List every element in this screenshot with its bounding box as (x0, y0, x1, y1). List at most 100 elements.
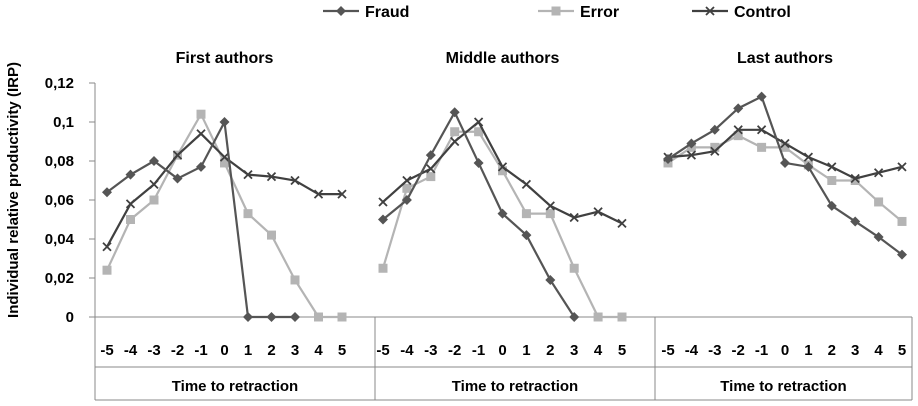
data-point (102, 187, 112, 198)
x-tick-label: 2 (828, 342, 836, 359)
data-point (290, 175, 300, 186)
data-point (733, 103, 744, 114)
data-point (710, 142, 720, 152)
data-point (756, 91, 767, 102)
x-tick-label: 3 (570, 342, 578, 359)
data-point (149, 179, 159, 190)
x-tick-label: 5 (618, 342, 626, 359)
data-point (126, 215, 135, 224)
y-tick-label: 0,08 (45, 153, 74, 170)
data-point (219, 117, 230, 127)
data-point (826, 200, 837, 211)
x-axis-label: Time to retraction (452, 378, 578, 395)
data-point (710, 146, 720, 156)
data-point (733, 125, 743, 135)
x-tick-label: 2 (546, 342, 554, 359)
x-axis-label: Time to retraction (172, 378, 298, 395)
y-axis-label: Individual relative productivity (IRP) (5, 62, 22, 318)
data-point (196, 161, 206, 172)
x-tick-label: 1 (522, 342, 530, 359)
x-tick-label: 0 (498, 342, 506, 359)
x-tick-label: -4 (400, 342, 414, 359)
data-point (617, 312, 627, 322)
panel-2: -5 -4 -3 -2 -1 0 1 2 3 4 5 Time to retraction Middle… (374, 50, 655, 401)
data-point (569, 263, 579, 273)
data-point (850, 173, 860, 184)
data-point (545, 274, 556, 285)
data-point (686, 150, 697, 160)
data-point (267, 230, 276, 240)
panel-3: -5 -4 -3 -2 -1 0 1 2 3 4 5 Time to retraction Last a… (654, 50, 913, 401)
data-point (290, 275, 300, 285)
series-fraud (663, 91, 907, 260)
data-point (378, 263, 388, 273)
data-point (897, 162, 907, 172)
data-point (450, 136, 460, 147)
data-point (102, 265, 112, 275)
data-point (521, 209, 531, 219)
data-point (709, 124, 720, 135)
data-point (686, 138, 697, 149)
x-tick-label: 3 (851, 342, 859, 359)
data-point (663, 154, 673, 165)
y-tick-label: 0,1 (53, 114, 74, 131)
x-tick-label: -5 (661, 342, 674, 359)
data-point (593, 207, 603, 217)
data-point (220, 158, 229, 168)
data-point (897, 216, 907, 226)
x-tick-label: -1 (472, 342, 485, 359)
series-error (102, 109, 347, 322)
data-point (593, 312, 603, 322)
data-point (449, 107, 460, 118)
x-tick-label: -4 (124, 342, 138, 359)
data-point (125, 169, 136, 180)
data-point (243, 312, 253, 322)
panel-1: -5 -4 -3 -2 -1 0 1 2 3 4 5 Time to retraction First … (94, 50, 375, 401)
data-point (780, 142, 790, 152)
data-point (874, 197, 884, 207)
data-point (426, 172, 436, 182)
data-point (827, 176, 837, 185)
legend-item-error: Error (538, 4, 619, 21)
data-point (569, 212, 579, 223)
x-tick-label: -3 (147, 342, 160, 359)
data-point (521, 179, 532, 190)
data-point (196, 109, 206, 119)
data-point (473, 117, 484, 127)
data-point (617, 218, 627, 229)
legend: Fraud Error Control (323, 4, 791, 21)
data-point (149, 195, 159, 205)
data-point (521, 230, 532, 241)
data-point (337, 189, 347, 199)
x-tick-label: -2 (448, 342, 461, 359)
data-point (850, 176, 860, 185)
data-point (733, 131, 743, 141)
series-fraud (378, 107, 580, 322)
x-tick-label: 4 (594, 342, 603, 359)
series-line (106, 111, 342, 319)
data-point (873, 232, 884, 243)
data-point (897, 249, 907, 260)
series-control (102, 129, 347, 252)
y-tick-label: 0 (66, 309, 74, 326)
legend-label: Fraud (365, 4, 409, 21)
x-tick-label: 1 (244, 342, 252, 359)
data-point (243, 170, 253, 180)
y-tick-label: 0,12 (45, 75, 74, 92)
data-point (545, 209, 555, 219)
series-line (106, 132, 342, 248)
data-point (450, 127, 460, 137)
panel-title: Middle authors (446, 50, 560, 67)
y-tick-label: 0,04 (45, 231, 75, 248)
series-line (381, 130, 622, 319)
data-point (102, 242, 112, 252)
data-point (827, 162, 837, 172)
data-point (402, 175, 412, 186)
legend-label: Error (580, 4, 619, 21)
data-point (569, 312, 580, 322)
data-point (426, 164, 436, 174)
legend-item-control: Control (692, 4, 791, 21)
x-tick-label: 0 (220, 342, 228, 359)
data-point (378, 214, 388, 225)
